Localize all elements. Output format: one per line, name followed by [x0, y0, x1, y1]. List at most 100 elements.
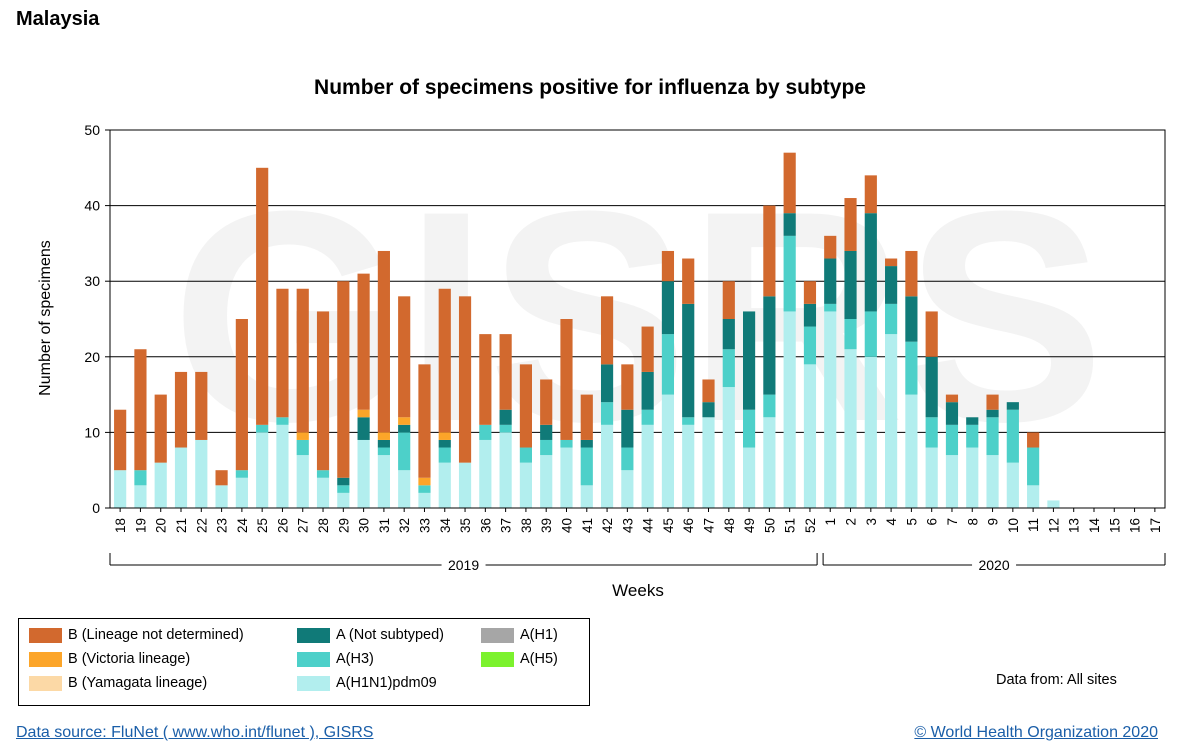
bar-segment: [357, 273, 370, 410]
bar-segment: [337, 485, 350, 493]
bar-segment: [337, 281, 350, 478]
legend-swatch: [29, 651, 62, 667]
x-tick-label: 38: [519, 518, 534, 533]
legend-label: A(H5): [520, 651, 558, 667]
data-from-note: Data from: All sites: [996, 672, 1117, 688]
bar-segment: [560, 319, 573, 440]
bar-segment: [418, 364, 431, 478]
bar-segment: [114, 470, 127, 508]
bar-segment: [682, 303, 695, 418]
bar-segment: [235, 319, 248, 471]
x-tick-label: 6: [925, 518, 940, 526]
x-tick-label: 8: [965, 518, 980, 526]
legend-item: A(H1N1)pdm09: [297, 675, 437, 691]
bar-segment: [763, 417, 776, 508]
x-tick-label: 16: [1128, 518, 1143, 533]
bar-segment: [499, 409, 512, 425]
legend-label: B (Victoria lineage): [68, 651, 191, 667]
bar-segment: [174, 371, 188, 448]
bar-segment: [418, 477, 431, 486]
data-source-link[interactable]: Data source: FluNet ( www.who.int/flunet…: [16, 724, 374, 741]
bar-segment: [722, 349, 735, 388]
bar-segment: [986, 417, 999, 456]
bar-segment: [377, 447, 390, 456]
bar-segment: [398, 417, 411, 425]
x-tick-label: 14: [1087, 518, 1102, 534]
bar-segment: [276, 424, 289, 508]
bar-segment: [905, 250, 918, 297]
x-tick-label: 22: [194, 518, 209, 533]
bar-segment: [499, 334, 512, 410]
bar-segment: [296, 439, 309, 456]
chart-title: Number of specimens positive for influen…: [314, 76, 866, 99]
bar-segment: [438, 462, 451, 508]
copyright-link[interactable]: © World Health Organization 2020: [914, 724, 1158, 741]
bar-segment: [844, 250, 857, 319]
x-tick-label: 41: [580, 518, 595, 533]
bar-segment: [519, 447, 532, 463]
bar-segment: [418, 492, 431, 508]
bar-segment: [641, 326, 654, 372]
legend-item: B (Lineage not determined): [29, 627, 244, 643]
y-tick-label: 10: [84, 424, 100, 440]
y-tick-label: 50: [84, 122, 100, 138]
bar-segment: [174, 447, 188, 508]
bar-segment: [743, 311, 756, 410]
x-tick-label: 19: [133, 518, 148, 533]
x-tick-label: 27: [296, 518, 311, 533]
y-tick-label: 20: [84, 349, 100, 365]
bar-segment: [661, 394, 675, 508]
bar-segment: [966, 424, 979, 448]
bar-segment: [296, 432, 309, 440]
legend-swatch: [29, 675, 62, 691]
x-tick-label: 20: [154, 518, 169, 533]
x-tick-label: 15: [1107, 518, 1122, 533]
bar-segment: [256, 432, 269, 508]
bar-segment: [296, 455, 309, 508]
bar-segment: [885, 258, 898, 267]
bar-segment: [438, 439, 451, 448]
legend-label: A(H1N1)pdm09: [336, 675, 437, 691]
chart: GISRS Number of specimens positive for i…: [37, 76, 1166, 600]
bar-segment: [844, 349, 857, 508]
bar-segment: [986, 455, 999, 508]
y-tick-label: 40: [84, 198, 100, 214]
x-tick-label: 10: [1006, 518, 1021, 533]
bar-segment: [114, 409, 127, 471]
bar-segment: [702, 402, 715, 418]
bar-segment: [499, 432, 512, 508]
bar-segment: [803, 281, 817, 304]
x-tick-label: 29: [336, 518, 351, 533]
bar-segment: [925, 417, 938, 448]
x-tick-label: 17: [1148, 518, 1163, 533]
legend-item: A(H3): [297, 651, 374, 667]
bar-segment: [702, 379, 715, 403]
bar-segment: [479, 334, 492, 425]
bar-segment: [235, 470, 248, 478]
x-tick-label: 11: [1026, 518, 1041, 532]
bar-segment: [824, 311, 837, 508]
bar-segment: [337, 477, 350, 486]
bar-segment: [885, 266, 898, 304]
legend-item: A (Not subtyped): [297, 627, 444, 643]
bar-segment: [600, 402, 614, 425]
legend-item: B (Yamagata lineage): [29, 675, 207, 691]
bar-segment: [885, 334, 898, 508]
bar-segment: [621, 470, 634, 508]
x-tick-label: 25: [255, 518, 270, 533]
bar-segment: [641, 371, 654, 410]
legend-label: A(H1): [520, 627, 558, 643]
bar-segment: [134, 485, 147, 508]
legend-label: B (Lineage not determined): [68, 627, 244, 643]
bar-segment: [316, 477, 330, 508]
bar-segment: [966, 447, 979, 508]
x-tick-label: 28: [316, 518, 331, 533]
bar-segment: [763, 394, 776, 418]
bar-segment: [864, 213, 877, 312]
year-label: 2019: [448, 557, 479, 573]
x-tick-label: 46: [681, 518, 696, 533]
bar-segment: [276, 417, 289, 425]
bar-segment: [479, 424, 492, 440]
bar-segment: [682, 417, 695, 425]
x-tick-label: 31: [377, 518, 392, 533]
